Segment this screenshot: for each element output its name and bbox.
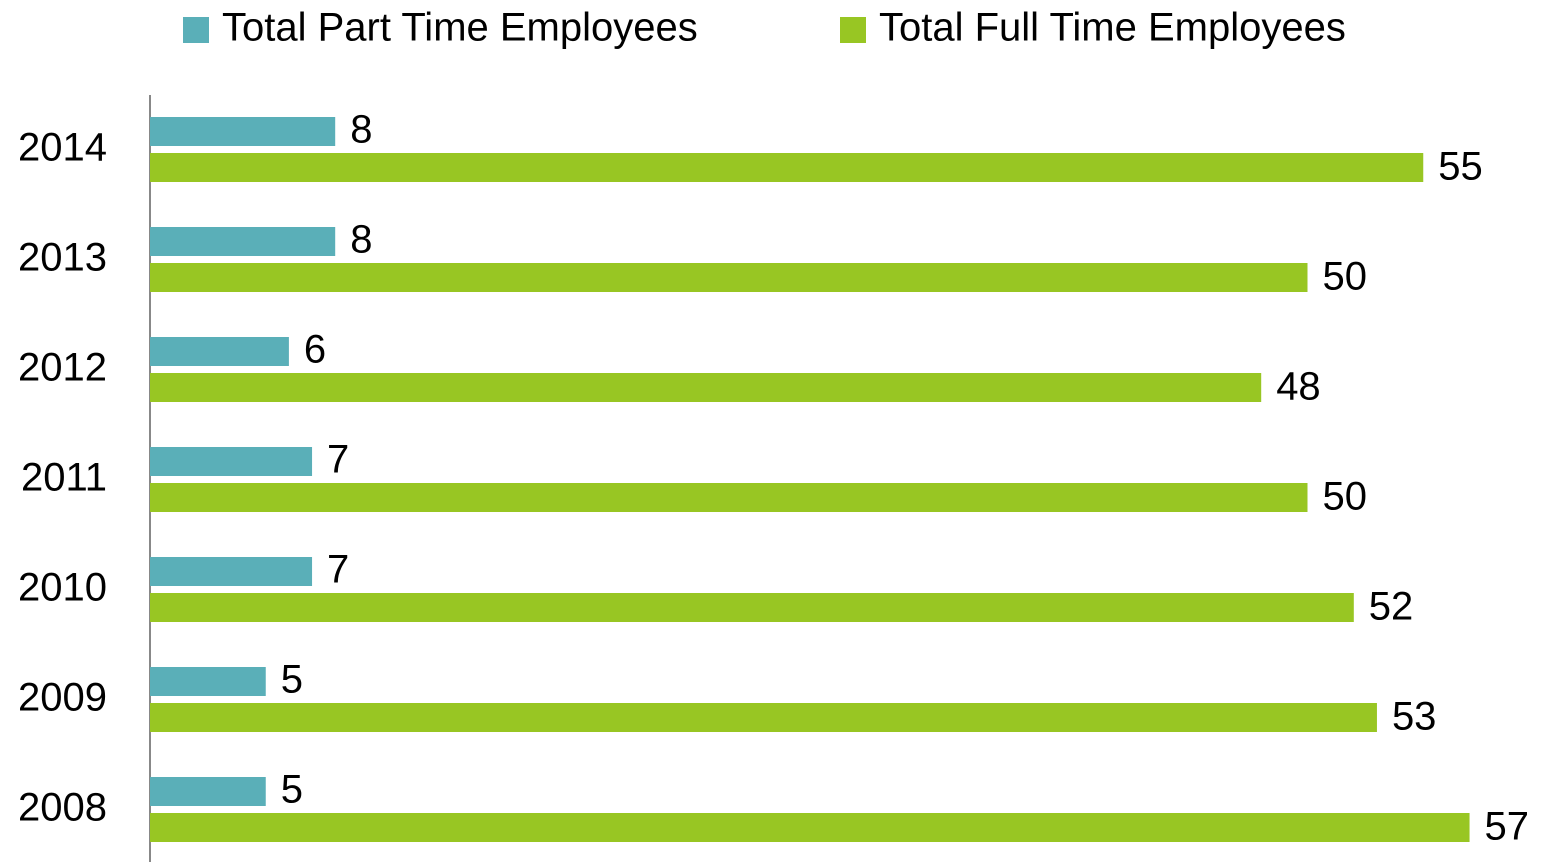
bar <box>150 153 1424 182</box>
bar <box>150 777 266 806</box>
legend-swatch <box>183 17 209 43</box>
legend-label: Total Full Time Employees <box>879 6 1346 50</box>
bar <box>150 557 313 586</box>
y-tick-label: 2014 <box>18 126 107 170</box>
data-label: 7 <box>327 548 349 592</box>
bar <box>150 667 266 696</box>
data-label: 52 <box>1369 585 1414 629</box>
data-label: 55 <box>1438 145 1483 189</box>
y-tick-label: 2011 <box>21 456 107 500</box>
bar <box>150 263 1308 292</box>
data-label: 6 <box>304 328 326 372</box>
bar <box>150 813 1470 842</box>
bar <box>150 703 1377 732</box>
bar <box>150 593 1354 622</box>
y-tick-label: 2008 <box>18 786 107 830</box>
legend-label: Total Part Time Employees <box>222 6 698 50</box>
data-label: 50 <box>1323 475 1368 519</box>
bar <box>150 373 1262 402</box>
legend-swatch <box>840 17 866 43</box>
bar <box>150 337 289 366</box>
y-tick-label: 2010 <box>18 566 107 610</box>
data-label: 7 <box>327 438 349 482</box>
y-tick-label: 2013 <box>18 236 107 280</box>
bar <box>150 483 1308 512</box>
data-label: 8 <box>350 218 372 262</box>
data-label: 57 <box>1485 805 1530 849</box>
y-tick-label: 2009 <box>18 676 107 720</box>
data-label: 5 <box>281 658 303 702</box>
data-label: 5 <box>281 768 303 812</box>
data-label: 50 <box>1323 255 1368 299</box>
bar <box>150 447 313 476</box>
data-label: 48 <box>1276 365 1321 409</box>
bar <box>150 117 336 146</box>
bar <box>150 227 336 256</box>
data-label: 53 <box>1392 695 1437 739</box>
y-tick-label: 2012 <box>18 346 107 390</box>
data-label: 8 <box>350 108 372 152</box>
